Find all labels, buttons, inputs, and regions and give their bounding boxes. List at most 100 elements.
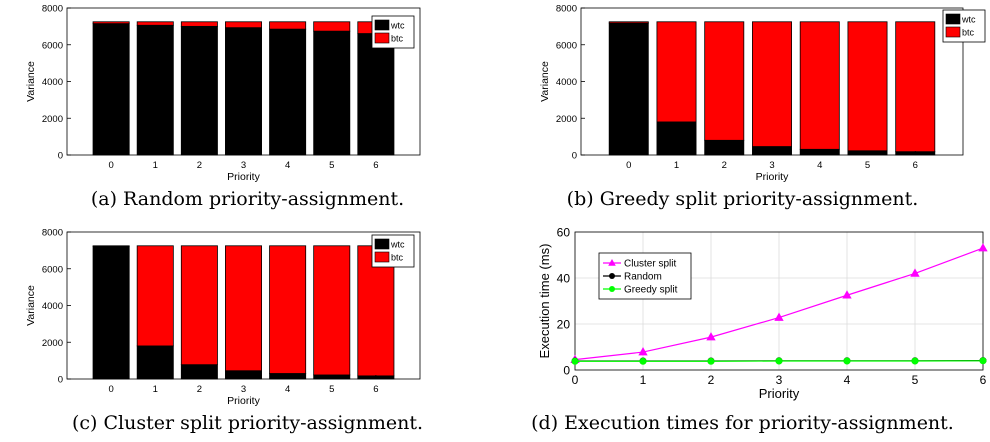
bar-btc: [180, 21, 218, 27]
x-tick-label: 6: [913, 160, 918, 171]
y-tick-label: 0: [58, 151, 63, 162]
bar-btc: [92, 245, 130, 247]
chart-a: 0 2000 4000 6000 8000 0 1 2 3 4 5 6 Priority Variance…: [25, 4, 421, 183]
bar-wtc: [357, 33, 395, 156]
x-tick-label: 0: [108, 384, 113, 395]
bar-btc: [136, 21, 174, 26]
y-tick-label: 6000: [42, 40, 63, 51]
x-tick-label: 1: [640, 373, 647, 387]
x-tick-label: 1: [153, 160, 158, 171]
x-tick-label: 3: [776, 373, 783, 387]
bar-btc: [269, 245, 307, 374]
legend: wtc btc: [371, 15, 415, 49]
y-tick-label: 6000: [556, 40, 577, 51]
x-tick-label: 5: [329, 384, 334, 395]
x-tick-label: 6: [980, 373, 987, 387]
x-tick-label: 0: [626, 160, 631, 171]
x-axis-label: Priority: [756, 171, 789, 183]
bar-btc: [656, 21, 697, 123]
legend-marker-random: [609, 273, 615, 279]
point-greedy-split: [571, 357, 579, 365]
point-greedy-split: [911, 357, 919, 365]
point-cluster-split: [774, 312, 784, 321]
bar-wtc: [136, 24, 174, 156]
y-tick-label: 4000: [42, 77, 63, 88]
x-tick-label: 2: [197, 160, 202, 171]
bar-btc: [180, 245, 218, 366]
x-tick-label: 0: [108, 160, 113, 171]
bar-btc: [357, 245, 395, 377]
bar-wtc: [656, 121, 697, 156]
legend-label-btc: btc: [391, 34, 404, 44]
bar-btc: [136, 245, 174, 347]
y-tick-label: 20: [557, 318, 571, 332]
x-tick-label: 0: [572, 373, 579, 387]
y-tick-label: 0: [563, 364, 570, 378]
legend-label-btc: btc: [391, 253, 404, 263]
x-tick-label: 5: [865, 160, 870, 171]
legend: wtc btc: [942, 9, 986, 43]
point-cluster-split: [910, 268, 920, 277]
y-tick-label: 2000: [42, 338, 63, 349]
point-greedy-split: [843, 357, 851, 365]
x-axis-label: Priority: [759, 386, 800, 401]
bar-btc: [225, 245, 262, 372]
plot-frame: [574, 231, 984, 371]
y-tick-label: 40: [557, 272, 571, 286]
x-tick-label: 6: [373, 384, 378, 395]
bar-wtc: [313, 30, 351, 156]
y-tick-label: 4000: [556, 77, 577, 88]
legend-swatch-btc: [374, 251, 390, 263]
legend-label-btc: btc: [962, 28, 975, 38]
bar-wtc: [136, 345, 174, 380]
point-greedy-split: [707, 357, 715, 365]
y-tick-label: 0: [572, 151, 577, 162]
y-tick-label: 8000: [42, 4, 63, 15]
chart-c: 0 2000 4000 6000 8000 0 1 2 3 4 5 6 Priority Variance…: [25, 228, 421, 407]
y-tick-label: 2000: [42, 114, 63, 125]
y-tick-label: 6000: [42, 264, 63, 275]
y-tick-label: 0: [58, 375, 63, 386]
x-tick-label: 2: [708, 373, 715, 387]
bar-btc: [847, 21, 888, 152]
x-tick-label: 4: [817, 160, 822, 171]
legend-label-cluster-split: Cluster split: [624, 259, 676, 270]
x-tick-label: 5: [329, 160, 334, 171]
legend-swatch-btc: [945, 26, 961, 38]
legend-label-wtc: wtc: [961, 15, 976, 25]
point-cluster-split: [842, 290, 852, 299]
y-axis-label: Execution time (ms): [537, 244, 552, 359]
point-cluster-split: [978, 243, 988, 252]
point-cluster-split: [638, 347, 648, 356]
x-tick-label: 3: [769, 160, 774, 171]
y-axis-label: Variance: [539, 61, 551, 102]
x-tick-label: 4: [285, 384, 290, 395]
y-tick-label: 2000: [556, 114, 577, 125]
y-tick-label: 8000: [556, 4, 577, 15]
bar-btc: [895, 21, 936, 153]
legend-swatch-wtc: [945, 13, 961, 25]
legend-marker-cluster-split: [608, 259, 616, 266]
legend-label-random: Random: [624, 272, 662, 283]
bar-btc: [608, 21, 649, 24]
bar-btc: [704, 21, 745, 141]
y-axis-label: Variance: [25, 285, 37, 326]
legend: wtc btc: [371, 234, 415, 268]
legend: Cluster split Random Greedy split: [598, 252, 692, 300]
bar-wtc: [92, 245, 130, 380]
x-tick-label: 3: [241, 160, 246, 171]
bar-wtc: [608, 22, 649, 156]
y-axis-label: Variance: [25, 61, 37, 102]
bar-btc: [269, 21, 307, 30]
legend-label-wtc: wtc: [390, 21, 405, 31]
legend-label-greedy-split: Greedy split: [624, 285, 678, 296]
x-axis-label: Priority: [227, 171, 260, 183]
bar-wtc: [225, 27, 262, 156]
bar-btc: [799, 21, 840, 150]
caption-c: (c) Cluster split priority-assignment.: [71, 412, 424, 434]
point-greedy-split: [639, 357, 647, 365]
x-tick-label: 4: [844, 373, 851, 387]
bar-btc: [313, 245, 351, 376]
point-greedy-split: [979, 357, 987, 365]
